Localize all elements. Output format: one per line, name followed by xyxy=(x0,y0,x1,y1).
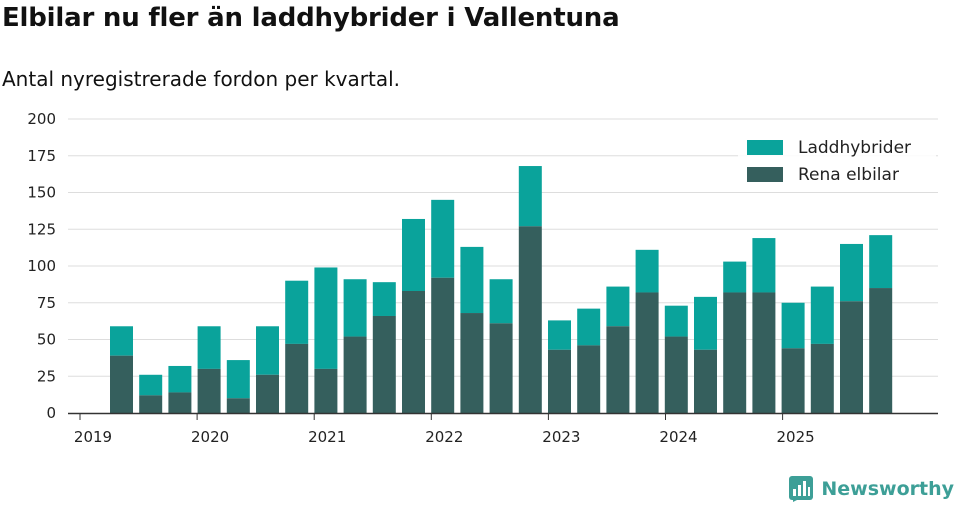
bar-laddhybrider xyxy=(226,360,250,399)
y-tick-label: 75 xyxy=(37,294,56,312)
x-tick-label: 2023 xyxy=(542,428,580,446)
bar-laddhybrider xyxy=(372,282,396,316)
bar-rena-elbilar xyxy=(752,292,776,413)
chart-title: Elbilar nu fler än laddhybrider i Vallen… xyxy=(2,3,620,33)
bar-laddhybrider xyxy=(489,279,513,324)
bar-rena-elbilar xyxy=(343,336,367,413)
bar-rena-elbilar xyxy=(518,226,542,413)
bar-laddhybrider xyxy=(635,249,659,293)
x-tick-label: 2019 xyxy=(74,428,112,446)
bar-laddhybrider xyxy=(460,246,484,314)
y-tick-label: 25 xyxy=(37,367,56,385)
legend-label-rena-elbilar: Rena elbilar xyxy=(798,165,899,185)
bar-rena-elbilar xyxy=(810,343,834,413)
bar-rena-elbilar xyxy=(460,313,484,413)
bar-laddhybrider xyxy=(548,320,571,350)
bar-laddhybrider xyxy=(343,279,367,337)
bar-laddhybrider xyxy=(810,286,834,344)
x-tick-label: 2022 xyxy=(425,428,463,446)
bar-laddhybrider xyxy=(869,235,893,289)
bar-rena-elbilar xyxy=(723,292,747,413)
x-tick-label: 2025 xyxy=(777,428,815,446)
bar-laddhybrider xyxy=(431,199,455,278)
bar-rena-elbilar xyxy=(548,349,571,413)
bar-laddhybrider xyxy=(285,280,309,344)
bar-rena-elbilar xyxy=(694,349,717,413)
newsworthy-logo-icon xyxy=(789,476,814,502)
bar-laddhybrider xyxy=(752,238,776,293)
y-tick-label: 0 xyxy=(46,404,56,422)
bar-laddhybrider xyxy=(256,326,279,375)
bar-rena-elbilar xyxy=(402,290,425,413)
bar-rena-elbilar xyxy=(781,348,805,413)
bar-laddhybrider xyxy=(314,267,338,369)
bar-laddhybrider xyxy=(402,218,425,291)
bar-laddhybrider xyxy=(110,326,133,356)
bar-laddhybrider xyxy=(781,302,805,349)
bar-rena-elbilar xyxy=(431,277,455,413)
legend-swatch-rena-elbilar xyxy=(747,167,783,182)
bar-rena-elbilar xyxy=(139,395,163,413)
bar-rena-elbilar xyxy=(577,345,601,413)
bar-laddhybrider xyxy=(518,166,542,227)
brand-name: Newsworthy xyxy=(821,478,954,500)
bar-laddhybrider xyxy=(723,261,747,293)
bar-rena-elbilar xyxy=(869,288,893,413)
bar-rena-elbilar xyxy=(606,326,630,413)
y-tick-label: 100 xyxy=(27,257,56,275)
bar-rena-elbilar xyxy=(285,343,309,413)
bar-rena-elbilar xyxy=(314,368,338,413)
bar-rena-elbilar xyxy=(635,292,659,413)
y-tick-label: 175 xyxy=(27,147,56,165)
x-tick-label: 2024 xyxy=(659,428,697,446)
bar-laddhybrider xyxy=(197,326,221,369)
bar-rena-elbilar xyxy=(664,336,688,413)
bar-laddhybrider xyxy=(577,308,601,346)
bar-rena-elbilar xyxy=(256,374,279,413)
y-tick-label: 150 xyxy=(27,184,56,202)
bar-rena-elbilar xyxy=(372,315,396,413)
chart-subtitle: Antal nyregistrerade fordon per kvartal. xyxy=(2,67,401,91)
bar-rena-elbilar xyxy=(226,398,250,413)
bar-rena-elbilar xyxy=(489,323,513,413)
y-tick-label: 125 xyxy=(27,220,56,238)
brand-logo: Newsworthy xyxy=(789,476,954,502)
bar-laddhybrider xyxy=(139,374,163,396)
bar-rena-elbilar xyxy=(168,392,192,413)
y-tick-label: 50 xyxy=(37,331,56,349)
legend-label-laddhybrider: Laddhybrider xyxy=(798,138,911,158)
y-tick-label: 200 xyxy=(27,110,56,128)
bar-laddhybrider xyxy=(664,305,688,337)
x-tick-label: 2020 xyxy=(191,428,229,446)
legend-swatch-laddhybrider xyxy=(747,140,783,155)
bar-laddhybrider xyxy=(840,243,863,302)
bar-laddhybrider xyxy=(606,286,630,327)
bar-rena-elbilar xyxy=(110,355,133,413)
bar-laddhybrider xyxy=(694,296,717,350)
bar-laddhybrider xyxy=(168,365,192,393)
bar-rena-elbilar xyxy=(840,301,863,413)
bar-rena-elbilar xyxy=(197,368,221,413)
x-tick-label: 2021 xyxy=(308,428,346,446)
